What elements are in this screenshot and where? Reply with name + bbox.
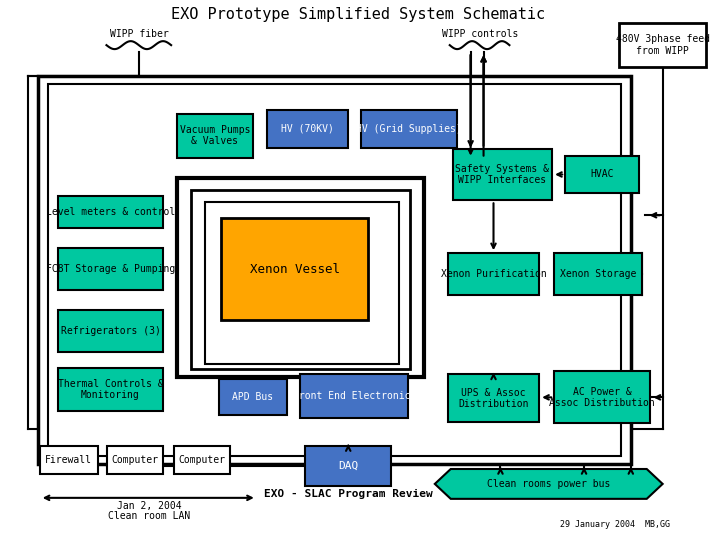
Text: Thermal Controls &
Monitoring: Thermal Controls & Monitoring — [58, 379, 163, 400]
Bar — [565, 156, 639, 193]
Text: Xenon Vessel: Xenon Vessel — [250, 262, 340, 275]
Text: DAQ: DAQ — [338, 461, 359, 471]
Text: HV (Grid Supplies): HV (Grid Supplies) — [356, 124, 462, 134]
Bar — [58, 248, 163, 290]
Bar — [177, 178, 424, 377]
Bar — [448, 374, 539, 422]
Text: HVAC: HVAC — [590, 170, 613, 179]
Bar — [38, 76, 631, 464]
Text: Refrigerators (3): Refrigerators (3) — [60, 326, 161, 336]
Text: FC8T Storage & Pumping: FC8T Storage & Pumping — [46, 264, 175, 274]
Text: Jan 2, 2004: Jan 2, 2004 — [117, 501, 181, 511]
Text: Xenon Storage: Xenon Storage — [559, 269, 636, 279]
Bar — [205, 202, 399, 363]
Text: Clean rooms power bus: Clean rooms power bus — [487, 479, 611, 489]
Bar — [48, 84, 621, 456]
Text: Computer: Computer — [179, 455, 225, 465]
Bar — [619, 23, 706, 67]
Bar — [58, 197, 163, 228]
Text: 480V 3phase feed
from WIPP: 480V 3phase feed from WIPP — [616, 35, 710, 56]
Bar — [448, 253, 539, 295]
Text: Clean room LAN: Clean room LAN — [108, 511, 190, 521]
Bar — [174, 446, 230, 474]
Bar — [221, 218, 368, 320]
Text: UPS & Assoc
Distribution: UPS & Assoc Distribution — [458, 388, 528, 409]
Bar — [177, 114, 253, 158]
Text: Firewall: Firewall — [45, 455, 92, 465]
Text: Computer: Computer — [112, 455, 159, 465]
Bar — [58, 368, 163, 411]
Text: 29 January 2004  MB,GG: 29 January 2004 MB,GG — [560, 519, 670, 529]
Bar — [219, 380, 287, 415]
Bar — [305, 446, 391, 486]
Bar — [300, 374, 408, 418]
Text: Front End Electronics: Front End Electronics — [292, 392, 416, 401]
Text: WIPP controls: WIPP controls — [442, 29, 518, 39]
Bar — [107, 446, 163, 474]
Text: Xenon Purification: Xenon Purification — [441, 269, 546, 279]
Text: Vacuum Pumps
& Valves: Vacuum Pumps & Valves — [180, 125, 250, 146]
Bar — [191, 191, 410, 369]
Text: APD Bus: APD Bus — [232, 393, 274, 402]
Bar — [554, 253, 642, 295]
Text: Level meters & control: Level meters & control — [46, 207, 175, 217]
Text: EXO Prototype Simplified System Schematic: EXO Prototype Simplified System Schemati… — [171, 7, 545, 22]
Bar — [266, 110, 348, 147]
Text: AC Power &
Assoc Distribution: AC Power & Assoc Distribution — [549, 387, 654, 408]
Polygon shape — [435, 469, 662, 499]
Text: WIPP fiber: WIPP fiber — [110, 29, 168, 39]
Text: Safety Systems &
WIPP Interfaces: Safety Systems & WIPP Interfaces — [456, 164, 549, 185]
Bar — [361, 110, 456, 147]
Bar — [40, 446, 97, 474]
Text: HV (70KV): HV (70KV) — [281, 124, 334, 134]
Bar — [453, 148, 552, 200]
Bar — [58, 310, 163, 352]
Bar — [554, 372, 649, 423]
Text: EXO - SLAC Program Review: EXO - SLAC Program Review — [264, 489, 433, 499]
